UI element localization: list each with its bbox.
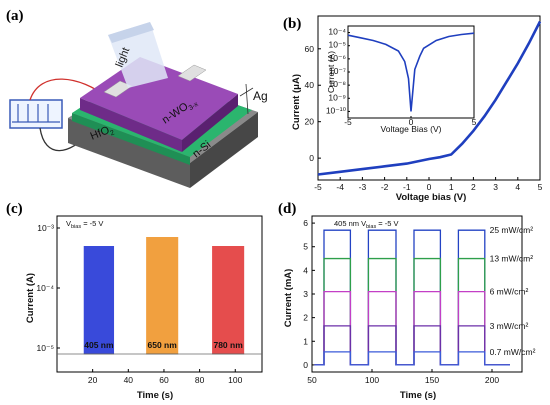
chart-b-xtick-label: 5 [538, 182, 543, 192]
chart-c-xtick-label: 60 [159, 375, 169, 385]
chart-d-annotation: 405 nm Vbias = -5 V [334, 219, 399, 230]
chart-c-ytick-label: 10⁻³ [37, 223, 54, 233]
device-schematic: light n-WO3-x HfO2 n-Si Ag [9, 22, 268, 188]
chart-d-series-label: 3 mW/cm² [490, 321, 529, 331]
inset-ytick-label: 10⁻⁸ [328, 79, 346, 89]
chart-b-xtick-label: -4 [336, 182, 344, 192]
chart-c-annotation: Vbias = -5 V [66, 219, 103, 230]
chart-c-series-label: 405 nm [84, 340, 114, 350]
chart-c: Current (A) Time (s) Vbias = -5 V 20 40 60… [25, 215, 263, 401]
chart-c-xtick-label: 80 [195, 375, 205, 385]
chart-d-ytick-label: 3 [303, 289, 308, 299]
chart-d-xlabel: Time (s) [400, 390, 436, 401]
chart-d-ytick-label: 2 [303, 313, 308, 323]
inset-xtick-label: 0 [409, 117, 414, 127]
chart-d-ytick-label: 0 [303, 360, 308, 370]
chart-c-series-label: 650 nm [148, 340, 178, 350]
chart-b-xtick-label: -2 [381, 182, 389, 192]
chart-c-xtick-label: 20 [88, 375, 98, 385]
panel-label-b: (b) [283, 16, 301, 32]
chart-d-series-line [314, 325, 510, 366]
chart-b-ytick-label: 40 [305, 80, 315, 90]
chart-b-series-line [317, 20, 542, 176]
chart-b-xtick-label: 0 [427, 182, 432, 192]
chart-d-series-label: 6 mW/cm² [490, 287, 529, 297]
chart-b: Current (μA) Voltage bias (V) -5 -4 -3 -2 -1… [291, 15, 543, 203]
chart-c-ytick-label: 10⁻⁵ [37, 343, 54, 353]
chart-b-xtick-label: 4 [515, 182, 520, 192]
inset-xtick-label: -5 [344, 117, 352, 127]
chart-d-ylabel: Current (mA) [283, 269, 294, 328]
wo3-top [80, 57, 238, 140]
chart-d-ytick-label: 5 [303, 242, 308, 252]
inset-ytick-label: 10⁻⁷ [329, 66, 346, 76]
chart-c-series-label: 780 nm [213, 340, 243, 350]
chart-d-series-label: 13 mW/cm² [490, 254, 534, 264]
chart-b-ytick-label: 0 [309, 153, 314, 163]
chart-d-series-line [314, 229, 510, 366]
chart-c-pulse [83, 246, 115, 354]
chart-d-ytick-label: 6 [303, 218, 308, 228]
inset-ytick-label: 10⁻¹⁰ [326, 105, 347, 115]
chart-c-xtick-label: 40 [124, 375, 134, 385]
inset-xlabel: Voltage Bias (V) [381, 124, 442, 134]
chart-b-xlabel: Voltage bias (V) [396, 192, 467, 203]
inset-ytick-label: 10⁻⁴ [328, 27, 346, 37]
inset-ylabel: Current (A) [326, 51, 336, 93]
ag-label: Ag [253, 89, 268, 103]
chart-b-xtick-label: 1 [449, 182, 454, 192]
si-front [68, 118, 190, 188]
inset-series-line [347, 32, 475, 112]
chart-d-series-label: 0.7 mW/cm² [490, 347, 536, 357]
chart-d-xtick-label: 100 [365, 375, 379, 385]
chart-d-series-line [314, 351, 510, 366]
chart-b-xtick-label: -1 [403, 182, 411, 192]
chart-d-ytick-label: 1 [303, 336, 308, 346]
chart-c-xlabel: Time (s) [137, 390, 173, 401]
chart-c-xtick-label: 100 [228, 375, 242, 385]
chart-d-xtick-label: 50 [307, 375, 317, 385]
chart-c-ylabel: Current (A) [25, 273, 36, 323]
chart-b-xtick-label: -5 [314, 182, 322, 192]
panel-label-a: (a) [6, 8, 24, 24]
chart-c-frame [56, 215, 263, 373]
meter-icon [9, 99, 63, 129]
chart-c-pulse [212, 246, 245, 354]
chart-b-xtick-label: 2 [471, 182, 476, 192]
chart-b-xtick-label: -3 [359, 182, 367, 192]
inset-ytick-label: 10⁻⁶ [329, 53, 346, 63]
chart-c-pulse [146, 237, 179, 354]
chart-b-ytick-label: 60 [305, 44, 315, 54]
chart-d-series-label: 25 mW/cm² [490, 225, 534, 235]
chart-b-ylabel: Current (μA) [291, 74, 302, 130]
inset-xtick-label: 5 [472, 117, 477, 127]
chart-c-ytick-label: 10⁻⁴ [36, 283, 54, 293]
inset-ytick-label: 10⁻⁵ [329, 40, 346, 50]
panel-label-d: (d) [278, 201, 296, 217]
panel-label-c: (c) [6, 201, 23, 217]
inset-ytick-label: 10⁻⁹ [328, 92, 346, 102]
chart-d-xtick-label: 200 [485, 375, 499, 385]
chart-b-xtick-label: 3 [493, 182, 498, 192]
chart-b-ytick-label: 20 [305, 117, 315, 127]
chart-d: Current (mA) Time (s) 405 nm Vbias = -5 … [283, 215, 536, 401]
chart-d-series-line [314, 290, 510, 366]
chart-d-series-line [314, 257, 510, 366]
chart-d-ytick-label: 4 [303, 265, 308, 275]
chart-b-frame [317, 15, 541, 181]
si-side [190, 112, 258, 188]
chart-d-xtick-label: 150 [425, 375, 439, 385]
